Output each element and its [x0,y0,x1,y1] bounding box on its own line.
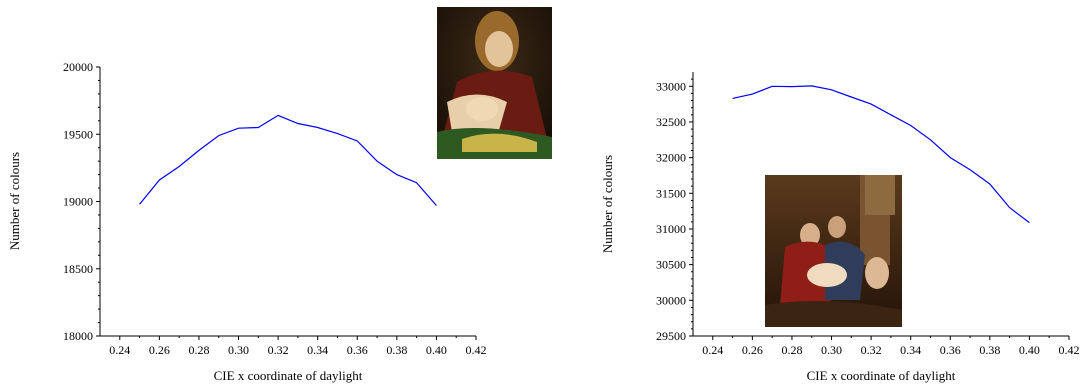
x-tick-label: 0.30 [228,343,249,357]
x-axis-label: CIE x coordinate of daylight [214,368,363,383]
data-point [258,127,259,128]
y-tick-label: 31000 [656,222,686,236]
data-point [218,135,219,136]
data-point [1029,222,1030,223]
x-tick-label: 0.40 [1019,343,1040,357]
x-tick-label: 0.32 [861,343,882,357]
x-tick-label: 0.28 [188,343,209,357]
data-point [890,114,891,115]
x-tick-label: 0.34 [900,343,921,357]
y-tick-label: 20000 [63,60,93,74]
data-point [910,125,911,126]
data-point [278,115,279,116]
y-tick-label: 31500 [656,186,686,200]
x-tick-label: 0.24 [702,343,723,357]
y-axis-label: Number of colours [7,152,22,250]
data-point [159,179,160,180]
data-point [752,94,753,95]
x-tick-label: 0.32 [268,343,289,357]
data-point [139,204,140,205]
y-tick-label: 30500 [656,258,686,272]
data-point [930,139,931,140]
x-tick-label: 0.42 [466,343,487,357]
y-tick-label: 30000 [656,293,686,307]
y-tick-label: 19500 [63,127,93,141]
data-point [396,174,397,175]
data-point [179,166,180,167]
data-point [969,169,970,170]
y-tick-label: 33000 [656,79,686,93]
data-point [436,205,437,206]
series-line [139,114,437,206]
y-tick-label: 18500 [63,262,93,276]
x-tick-label: 0.38 [386,343,407,357]
data-point [791,86,792,87]
data-point [337,133,338,134]
y-tick-label: 29500 [656,329,686,343]
data-point [238,128,239,129]
data-point [357,140,358,141]
y-tick-label: 18000 [63,329,93,343]
data-point [811,85,812,86]
x-tick-label: 0.34 [307,343,328,357]
data-point [1009,207,1010,208]
data-point [989,183,990,184]
series-line [732,85,1030,224]
x-tick-label: 0.24 [109,343,130,357]
data-point [732,98,733,99]
holy-family-painting-image [765,175,902,327]
data-point [416,182,417,183]
x-tick-label: 0.38 [979,343,1000,357]
data-point [376,161,377,162]
data-point [297,123,298,124]
data-point [851,96,852,97]
x-tick-label: 0.26 [149,343,170,357]
x-tick-label: 0.36 [347,343,368,357]
chart-right: 0.24 0.26 0.28 0.30 0.32 0.34 0.36 0.38 0.40 0.42… [600,72,1080,383]
chart-left: 0.24 0.26 0.28 0.30 0.32 0.34 0.36 0.38 0.40 0.42… [7,60,487,383]
data-point [831,89,832,90]
y-tick-label: 19000 [63,195,93,209]
x-tick-label: 0.40 [426,343,447,357]
x-tick-label: 0.42 [1059,343,1080,357]
x-axis-label: CIE x coordinate of daylight [807,368,956,383]
data-point [772,86,773,87]
y-tick-label: 32500 [656,115,686,129]
data-point [317,127,318,128]
x-tick-label: 0.30 [821,343,842,357]
x-tick-label: 0.36 [940,343,961,357]
data-point [871,104,872,105]
madonna-painting-image [437,7,552,159]
y-tick-label: 32000 [656,151,686,165]
y-axis-label: Number of colours [600,155,615,253]
data-point [950,157,951,158]
x-tick-label: 0.28 [781,343,802,357]
x-tick-label: 0.26 [742,343,763,357]
data-point [198,150,199,151]
